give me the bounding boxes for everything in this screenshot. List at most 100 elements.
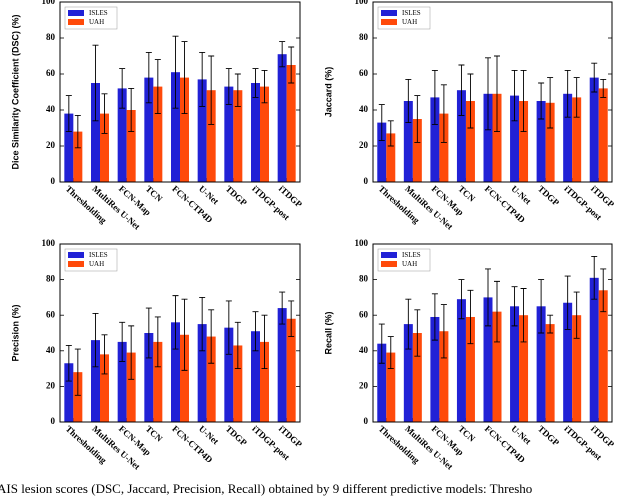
error-bar (591, 62, 598, 93)
y-tick-label: 60 (46, 68, 56, 78)
error-bar (101, 93, 108, 134)
error-bar (199, 296, 206, 352)
error-bar (234, 321, 241, 370)
bar (563, 302, 573, 422)
y-tick-label: 100 (355, 0, 369, 6)
bar (100, 113, 109, 182)
error-bar (547, 77, 554, 129)
error-bar (119, 321, 126, 362)
plot-frame (372, 243, 613, 423)
error-bar (252, 311, 259, 352)
x-tick-label: U-Net (509, 184, 533, 207)
bar (180, 334, 189, 422)
bar (206, 90, 216, 182)
bar (412, 333, 422, 422)
error-bar (467, 289, 474, 345)
error-bar (279, 291, 286, 325)
bar (224, 327, 234, 422)
legend-label: ISLES (402, 251, 421, 259)
bar (536, 101, 546, 182)
legend-swatch (68, 261, 84, 267)
error-bar (387, 336, 394, 370)
bar (456, 90, 466, 182)
error-bar (440, 84, 447, 143)
y-tick-label: 60 (46, 309, 56, 319)
error-bar (279, 41, 286, 68)
bar (286, 65, 296, 182)
bar (126, 110, 136, 182)
legend-swatch (68, 252, 84, 258)
bar (510, 95, 520, 182)
y-tick-label: 80 (46, 32, 56, 42)
error-bar (172, 295, 179, 350)
bar (386, 133, 396, 182)
error-bar (414, 309, 421, 357)
x-tick-label: U-Net (197, 184, 221, 207)
bar (598, 88, 608, 182)
error-bar (181, 298, 188, 371)
bar (91, 83, 100, 182)
bar (260, 86, 269, 182)
error-bar (154, 316, 161, 368)
bar (251, 331, 260, 422)
error-bar (414, 95, 421, 143)
error-bar (573, 77, 580, 118)
error-bar (591, 256, 598, 300)
bar (456, 299, 466, 422)
error-bar (600, 268, 607, 313)
bar (251, 83, 260, 182)
error-bar (564, 69, 571, 118)
error-bar (181, 41, 188, 115)
error-bar (538, 279, 545, 334)
error-bar (128, 87, 135, 133)
y-tick-label: 0 (51, 416, 56, 426)
bar (403, 324, 413, 422)
legend-swatch (68, 19, 84, 25)
bar (519, 101, 529, 182)
error-bar (485, 268, 491, 327)
bar (64, 363, 74, 422)
x-tick-label: U-Net (509, 424, 533, 447)
legend-label: ISLES (402, 9, 421, 17)
error-bar (172, 35, 179, 109)
x-tick-label: TCN (456, 424, 477, 444)
legend-swatch (381, 261, 397, 267)
error-bar (520, 69, 527, 133)
bar (144, 333, 154, 422)
bar (286, 318, 296, 422)
bar (412, 119, 422, 182)
bar (510, 306, 520, 422)
y-tick-label: 40 (46, 345, 56, 355)
caption: AIS lesion scores (DSC, Jaccard, Precisi… (0, 481, 532, 496)
x-tick-label: TCN (144, 424, 165, 444)
bar (117, 341, 127, 422)
x-tick-label: TDGP (224, 184, 250, 208)
y-tick-label: 100 (355, 238, 369, 248)
error-bar (494, 55, 500, 133)
bar (260, 341, 269, 422)
error-bar (154, 59, 161, 115)
error-bar (378, 104, 385, 142)
bar (277, 308, 287, 422)
bar (91, 340, 100, 422)
bar (465, 316, 475, 422)
error-bar (520, 288, 527, 343)
bar (589, 277, 599, 422)
error-bar (485, 57, 491, 131)
bar (492, 311, 502, 422)
bar (64, 113, 74, 182)
error-bar (573, 291, 580, 339)
bar (73, 131, 83, 182)
legend-label: UAH (89, 18, 104, 26)
y-tick-label: 0 (364, 176, 369, 186)
y-tick-label: 80 (46, 274, 56, 284)
error-bar (538, 82, 545, 120)
y-tick-label: 0 (364, 416, 369, 426)
bar (100, 354, 109, 422)
bar (465, 101, 475, 182)
error-bar (92, 44, 99, 122)
bar (563, 93, 573, 182)
bar (153, 341, 163, 422)
error-bar (65, 95, 72, 133)
error-bar (458, 64, 465, 116)
